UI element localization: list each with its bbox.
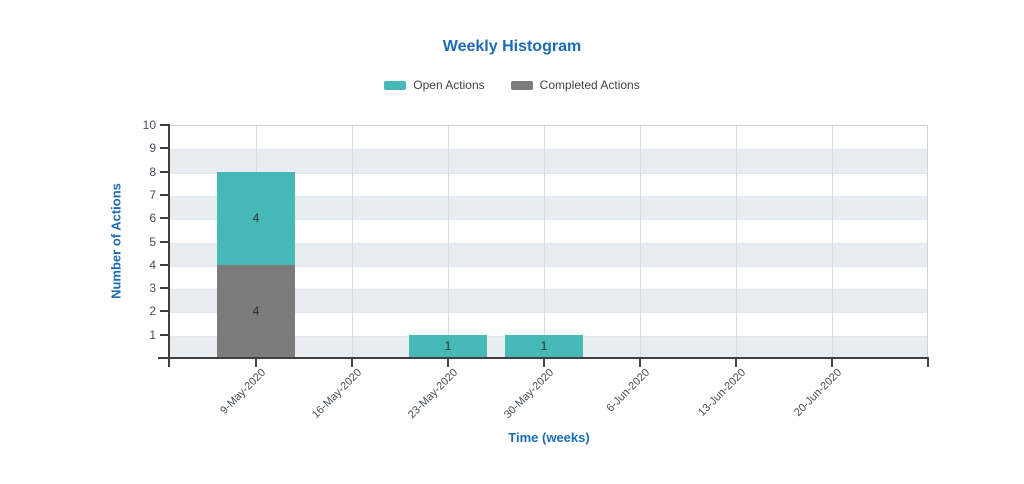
y-axis-tick (160, 310, 170, 313)
x-axis-tick (255, 358, 257, 367)
x-tick-label: 20-Jun-2020 (792, 366, 845, 419)
y-axis-tick (160, 193, 170, 196)
chart-title: Weekly Histogram (442, 38, 582, 55)
y-axis-line (168, 125, 170, 367)
x-axis-tick (735, 358, 737, 367)
horizontal-gridline (170, 219, 927, 221)
y-axis-tick (160, 287, 170, 290)
y-tick-label: 3 (149, 281, 156, 296)
y-axis-tick (160, 147, 170, 150)
horizontal-gridline (170, 242, 927, 244)
vertical-gridline (640, 126, 641, 358)
horizontal-gridline (170, 289, 927, 291)
vertical-gridline (736, 126, 737, 358)
y-tick-label: 5 (149, 234, 156, 249)
y-tick-label: 7 (149, 187, 156, 202)
bar-value-label: 1 (444, 339, 452, 354)
grid-band (170, 195, 927, 220)
grid-band (170, 126, 927, 150)
y-tick-label: 9 (149, 141, 156, 156)
bar-value-label: 4 (252, 304, 260, 319)
x-axis-title: Time (weeks) (508, 430, 590, 445)
y-tick-label: 6 (149, 211, 156, 226)
y-axis-tick (160, 170, 170, 173)
x-axis-tick (639, 358, 641, 367)
x-tick-label: 23-May-2020 (405, 366, 461, 422)
vertical-gridline (352, 126, 353, 358)
vertical-gridline (544, 126, 545, 358)
bar-segment-open-actions[interactable]: 4 (217, 171, 295, 265)
bar-segment-open-actions[interactable]: 1 (505, 334, 583, 358)
legend-label: Open Actions (413, 78, 485, 92)
y-axis-tick (160, 357, 170, 359)
x-axis-tick (831, 358, 833, 367)
bar-value-label: 1 (540, 339, 548, 354)
vertical-gridline (448, 126, 449, 358)
x-tick-label: 6-Jun-2020 (604, 366, 653, 415)
y-tick-label: 2 (149, 304, 156, 319)
y-tick-label: 10 (142, 118, 156, 132)
bar-segment-open-actions[interactable]: 1 (409, 334, 487, 358)
grid-band (170, 242, 927, 266)
grid-band (170, 149, 927, 173)
x-axis-tick (543, 358, 545, 367)
y-tick-label: 1 (149, 327, 156, 342)
legend-swatch-icon (384, 80, 407, 90)
horizontal-gridline (170, 312, 927, 314)
y-tick-label: 4 (149, 257, 156, 272)
horizontal-gridline (170, 172, 927, 174)
grid-band (170, 312, 927, 336)
x-axis-tick (351, 358, 353, 367)
x-tick-label: 13-Jun-2020 (696, 366, 749, 419)
x-tick-label: 30-May-2020 (501, 366, 557, 422)
y-axis-tick (160, 263, 170, 266)
grid-band (170, 265, 927, 290)
legend: Open Actions Completed Actions (0, 78, 1024, 92)
bar-value-label: 4 (252, 211, 260, 226)
grid-band (170, 172, 927, 196)
horizontal-gridline (170, 149, 927, 151)
y-axis-tick (160, 333, 170, 336)
plot-area: 4 4 1 1 (170, 125, 928, 359)
legend-item-open-actions[interactable]: Open Actions (384, 78, 485, 92)
y-axis-tick (160, 240, 170, 243)
bar-segment-completed-actions[interactable]: 4 (217, 264, 295, 358)
x-axis-tick (927, 358, 929, 367)
legend-label: Completed Actions (539, 78, 640, 92)
y-axis-tick (160, 124, 170, 126)
horizontal-gridline (170, 265, 927, 267)
x-tick-label: 16-May-2020 (309, 366, 365, 422)
vertical-gridline (832, 126, 833, 358)
grid-band (170, 289, 927, 313)
x-axis-tick (447, 358, 449, 367)
grid-band (170, 219, 927, 243)
horizontal-gridline (170, 195, 927, 197)
y-axis-title: Number of Actions (108, 183, 124, 299)
y-tick-label: 8 (149, 164, 156, 179)
legend-item-completed-actions[interactable]: Completed Actions (510, 78, 640, 92)
legend-swatch-icon (510, 80, 533, 90)
y-axis-tick (160, 217, 170, 220)
x-tick-label: 9-May-2020 (218, 366, 269, 417)
